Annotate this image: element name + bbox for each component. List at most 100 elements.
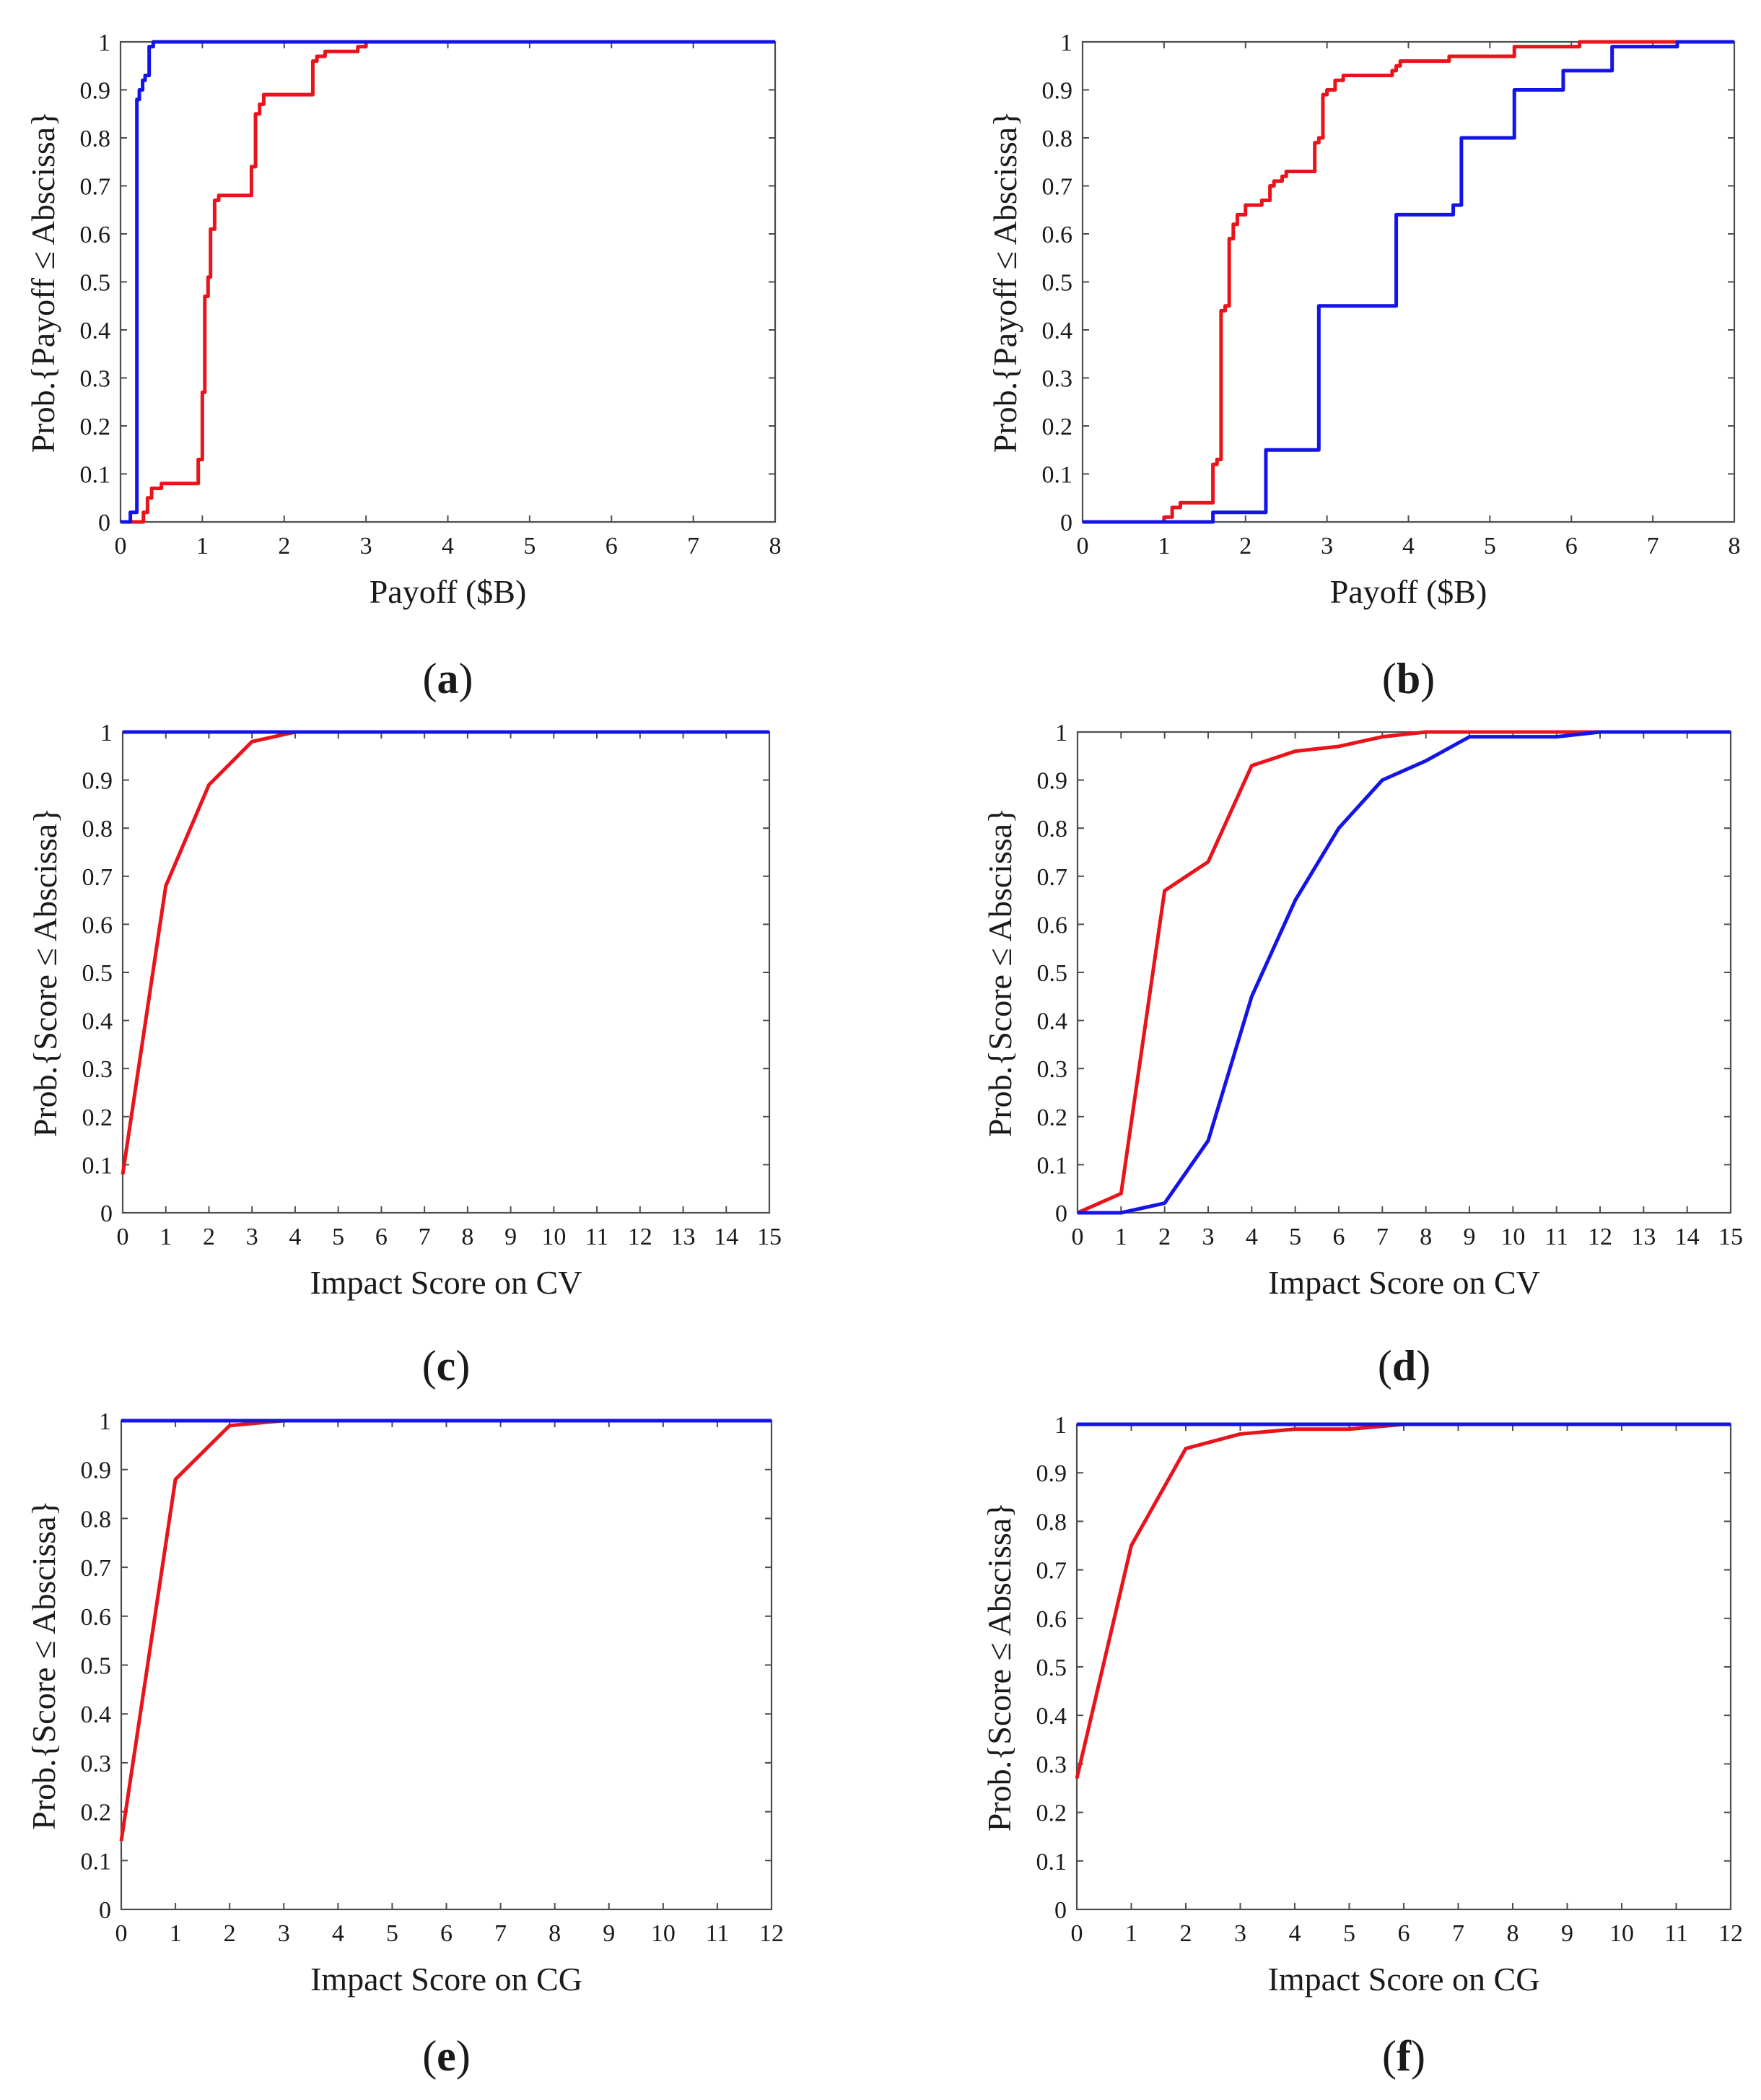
x-tick-label: 6: [440, 1920, 453, 1947]
x-tick-label: 3: [278, 1920, 290, 1947]
x-axis-label: Payoff ($B): [370, 573, 527, 610]
panel-label-open: (: [422, 2032, 437, 2080]
panel-label-letter: f: [1397, 2032, 1412, 2080]
plot-frame: [119, 40, 777, 523]
x-tick-label: 3: [246, 1224, 258, 1250]
chart-panel-a: 0 1 2 3 4 5 6 7 8 0 0.1 0.2 0.3 0.4 0.5 0.6 0.7 0.8 0.9 1 Pa…: [25, 30, 782, 702]
y-tick-label: 1: [1054, 1412, 1067, 1439]
x-tick-label: 12: [1588, 1224, 1612, 1250]
y-tick-label: 0.1: [82, 1152, 113, 1179]
x-tick-label: 8: [769, 533, 782, 559]
y-axis-label: Prob.{Payoff ≤ Abscissa}: [25, 111, 61, 453]
x-tick-label: 0: [115, 1920, 128, 1947]
y-tick-label: 0.7: [1042, 174, 1073, 201]
y-tick-label: 0.7: [81, 1555, 112, 1582]
y-tick-label: 0.2: [80, 414, 111, 440]
chart-panel-f: 0 1 2 3 4 5 6 7 8 9 10 11 1200.10.20.30.40.50.60.70.…: [981, 1412, 1743, 2080]
y-tick-label: 0.9: [82, 768, 113, 795]
y-tick-label: 0.2: [1036, 1800, 1067, 1827]
x-tick-label: 5: [332, 1224, 344, 1250]
y-tick-label: 0.3: [1036, 1751, 1067, 1778]
y-axis-label: Prob.{Score ≤ Abscissa}: [981, 1502, 1018, 1832]
x-tick-label: 4: [442, 533, 454, 559]
chart-panel-e: 0 1 2 3 4 5 6 7 8 9 10 11 1200.10.20.30.40.50.60.70.…: [25, 1408, 784, 2080]
plot-frame: [120, 1419, 773, 1911]
x-tick-label: 8: [461, 1224, 473, 1250]
y-axis-label: Prob.{Payoff ≤ Abscissa}: [987, 111, 1023, 453]
y-tick-label: 0.5: [1036, 1655, 1067, 1681]
x-tick-label: 0: [1077, 533, 1089, 559]
y-tick-label: 0.3: [80, 366, 111, 393]
panel-label: (f): [1382, 2032, 1425, 2080]
x-tick-label: 7: [1647, 533, 1659, 559]
x-tick-label: 5: [386, 1920, 398, 1947]
x-tick-label: 12: [1718, 1920, 1743, 1947]
panel-label: (c): [422, 1342, 471, 1390]
x-tick-label: 1: [1115, 1224, 1127, 1250]
x-tick-label: 8: [1420, 1224, 1432, 1250]
y-tick-label: 0.7: [1036, 1558, 1067, 1585]
y-tick-label: 0.2: [82, 1105, 113, 1131]
x-tick-label: 5: [1484, 533, 1496, 559]
y-tick-label: 0.6: [82, 912, 113, 938]
y-tick-label: 0.2: [1037, 1105, 1068, 1131]
y-tick-label: 1: [1055, 720, 1067, 746]
y-tick-label: 1: [99, 1408, 111, 1435]
y-tick-label: 0.1: [1036, 1849, 1067, 1875]
panel-label-close: ): [1411, 2032, 1425, 2080]
chart-panel-b: 0 1 2 3 4 5 6 7 8 0 0.1 0.2 0.3 0.4 0.5 0.6 0.7 0.8 0.9 1 Pa…: [987, 30, 1741, 702]
x-tick-label: 6: [1565, 533, 1578, 559]
series-line-red: [1076, 730, 1731, 1215]
panel-label: (b): [1382, 655, 1435, 702]
plot-frame: [121, 731, 771, 1214]
y-tick-label: 0.8: [81, 1506, 112, 1533]
y-tick-label: 0.4: [1036, 1703, 1067, 1730]
x-tick-label: 11: [1544, 1224, 1568, 1250]
y-tick-label: 0.8: [1036, 1509, 1067, 1535]
panel-label-close: ): [459, 655, 473, 702]
x-axis-label: Impact Score on CV: [1268, 1264, 1540, 1301]
x-tick-label: 7: [494, 1920, 507, 1947]
y-tick-label: 0.2: [1042, 414, 1073, 440]
y-tick-label: 0.5: [81, 1653, 112, 1680]
y-tick-label: 0.6: [80, 222, 111, 248]
panel-label-letter: c: [437, 1342, 456, 1390]
panel-label: (a): [423, 655, 473, 702]
x-tick-label: 7: [419, 1224, 431, 1250]
x-tick-label: 2: [203, 1224, 215, 1250]
x-tick-label: 5: [1289, 1224, 1301, 1250]
series-line-blue: [1078, 730, 1731, 1215]
x-tick-label: 2: [224, 1920, 236, 1947]
x-tick-label: 9: [603, 1920, 615, 1947]
x-tick-label: 4: [1402, 533, 1415, 559]
plot-frame: [1081, 40, 1736, 523]
y-tick-label: 0.3: [82, 1056, 113, 1083]
series-line-blue: [121, 40, 775, 524]
y-tick-label: 0.6: [81, 1604, 112, 1631]
y-tick-label: 0.7: [1037, 864, 1068, 891]
x-tick-label: 4: [332, 1920, 344, 1947]
y-tick-label: 0.1: [81, 1848, 112, 1875]
y-tick-label: 0.8: [1042, 126, 1073, 152]
y-tick-label: 0: [100, 1201, 113, 1227]
y-tick-label: 0.1: [1037, 1152, 1068, 1179]
y-tick-label: 0.6: [1037, 912, 1068, 938]
x-tick-label: 8: [1729, 533, 1741, 559]
plot-frame: [1076, 731, 1732, 1214]
y-tick-label: 0.9: [81, 1458, 112, 1484]
y-tick-label: 0.2: [81, 1800, 112, 1826]
y-tick-label: 0.4: [81, 1702, 112, 1728]
x-tick-label: 13: [671, 1224, 696, 1250]
y-tick-label: 0.7: [82, 864, 113, 891]
y-tick-label: 0.9: [1036, 1460, 1067, 1487]
y-tick-label: 0.7: [80, 174, 111, 201]
x-axis-label: Impact Score on CV: [310, 1264, 582, 1301]
y-tick-label: 1: [98, 30, 110, 56]
x-tick-label: 10: [1500, 1224, 1525, 1250]
panel-label-close: ): [455, 1342, 470, 1390]
x-tick-label: 7: [1376, 1224, 1389, 1250]
y-tick-label: 0.5: [1042, 270, 1073, 297]
y-tick-label: 0.3: [81, 1751, 112, 1777]
y-tick-label: 1: [1060, 30, 1072, 56]
panel-label-letter: d: [1392, 1342, 1416, 1390]
